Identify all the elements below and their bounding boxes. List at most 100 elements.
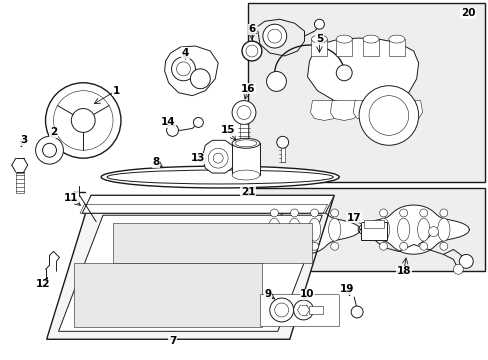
Polygon shape xyxy=(374,100,402,121)
Bar xyxy=(16,173,24,193)
Bar xyxy=(259,294,339,326)
Polygon shape xyxy=(352,100,380,121)
Circle shape xyxy=(336,65,351,81)
Circle shape xyxy=(176,62,190,76)
Text: 9: 9 xyxy=(264,289,271,299)
Polygon shape xyxy=(74,263,262,327)
Circle shape xyxy=(399,242,407,250)
Circle shape xyxy=(53,91,113,150)
Text: 13: 13 xyxy=(191,153,205,163)
Circle shape xyxy=(237,105,250,120)
Text: 14: 14 xyxy=(161,117,176,127)
Polygon shape xyxy=(357,205,468,254)
Circle shape xyxy=(452,264,462,274)
Ellipse shape xyxy=(232,170,259,180)
Ellipse shape xyxy=(268,218,280,241)
Ellipse shape xyxy=(336,35,351,43)
Circle shape xyxy=(242,41,262,61)
Polygon shape xyxy=(202,140,235,173)
Circle shape xyxy=(193,117,203,127)
Text: 11: 11 xyxy=(64,193,79,203)
Ellipse shape xyxy=(377,218,389,241)
Circle shape xyxy=(276,136,288,148)
Circle shape xyxy=(458,255,472,268)
Ellipse shape xyxy=(101,166,339,188)
Polygon shape xyxy=(311,39,326,56)
Circle shape xyxy=(45,83,121,158)
Bar xyxy=(232,143,259,175)
Ellipse shape xyxy=(328,218,340,241)
Text: 4: 4 xyxy=(182,48,189,58)
Text: 1: 1 xyxy=(112,86,120,96)
Circle shape xyxy=(166,125,178,136)
Ellipse shape xyxy=(107,170,333,184)
Circle shape xyxy=(399,209,407,217)
Bar xyxy=(309,306,323,314)
Text: 5: 5 xyxy=(315,34,323,44)
Bar xyxy=(280,148,284,162)
Circle shape xyxy=(330,242,338,250)
Polygon shape xyxy=(59,215,322,331)
Bar xyxy=(240,125,247,146)
Circle shape xyxy=(245,45,257,57)
Text: 6: 6 xyxy=(248,24,255,34)
Circle shape xyxy=(190,69,210,89)
Polygon shape xyxy=(164,46,218,96)
Text: 19: 19 xyxy=(339,284,354,294)
Bar xyxy=(247,3,484,182)
Bar xyxy=(195,153,205,161)
Polygon shape xyxy=(113,223,312,263)
Circle shape xyxy=(350,306,362,318)
Circle shape xyxy=(267,29,281,43)
Circle shape xyxy=(263,24,286,48)
Text: 2: 2 xyxy=(50,127,57,138)
Ellipse shape xyxy=(288,218,300,241)
Ellipse shape xyxy=(437,218,449,241)
Circle shape xyxy=(419,242,427,250)
Text: 7: 7 xyxy=(168,336,176,346)
Ellipse shape xyxy=(362,35,378,43)
Polygon shape xyxy=(388,39,404,56)
Polygon shape xyxy=(310,100,338,121)
Circle shape xyxy=(293,300,313,320)
Circle shape xyxy=(208,148,228,168)
Text: 10: 10 xyxy=(300,289,314,299)
Ellipse shape xyxy=(311,35,326,43)
Circle shape xyxy=(274,303,288,317)
Text: 8: 8 xyxy=(152,157,159,167)
Circle shape xyxy=(269,298,293,322)
Bar xyxy=(247,188,484,271)
Polygon shape xyxy=(394,100,422,121)
Circle shape xyxy=(439,209,447,217)
Circle shape xyxy=(314,19,324,29)
Text: 12: 12 xyxy=(36,279,51,289)
Bar xyxy=(364,220,383,228)
Text: 15: 15 xyxy=(221,125,235,135)
Circle shape xyxy=(379,209,386,217)
Text: 20: 20 xyxy=(460,8,474,18)
Circle shape xyxy=(171,57,195,81)
Circle shape xyxy=(266,72,286,91)
Polygon shape xyxy=(336,39,351,56)
Circle shape xyxy=(232,100,255,125)
Circle shape xyxy=(368,96,408,135)
Polygon shape xyxy=(307,38,418,105)
Bar xyxy=(360,222,386,239)
Circle shape xyxy=(419,209,427,217)
Ellipse shape xyxy=(308,218,320,241)
Ellipse shape xyxy=(417,218,429,241)
Circle shape xyxy=(358,86,418,145)
Circle shape xyxy=(42,143,56,157)
Circle shape xyxy=(427,227,438,237)
Circle shape xyxy=(290,242,298,250)
Circle shape xyxy=(310,209,318,217)
Circle shape xyxy=(270,209,278,217)
Ellipse shape xyxy=(232,138,259,148)
Text: 18: 18 xyxy=(396,266,410,276)
Circle shape xyxy=(379,242,386,250)
Circle shape xyxy=(36,136,63,164)
Ellipse shape xyxy=(388,35,404,43)
Text: 3: 3 xyxy=(20,135,27,145)
Ellipse shape xyxy=(235,140,256,147)
Circle shape xyxy=(71,109,95,132)
